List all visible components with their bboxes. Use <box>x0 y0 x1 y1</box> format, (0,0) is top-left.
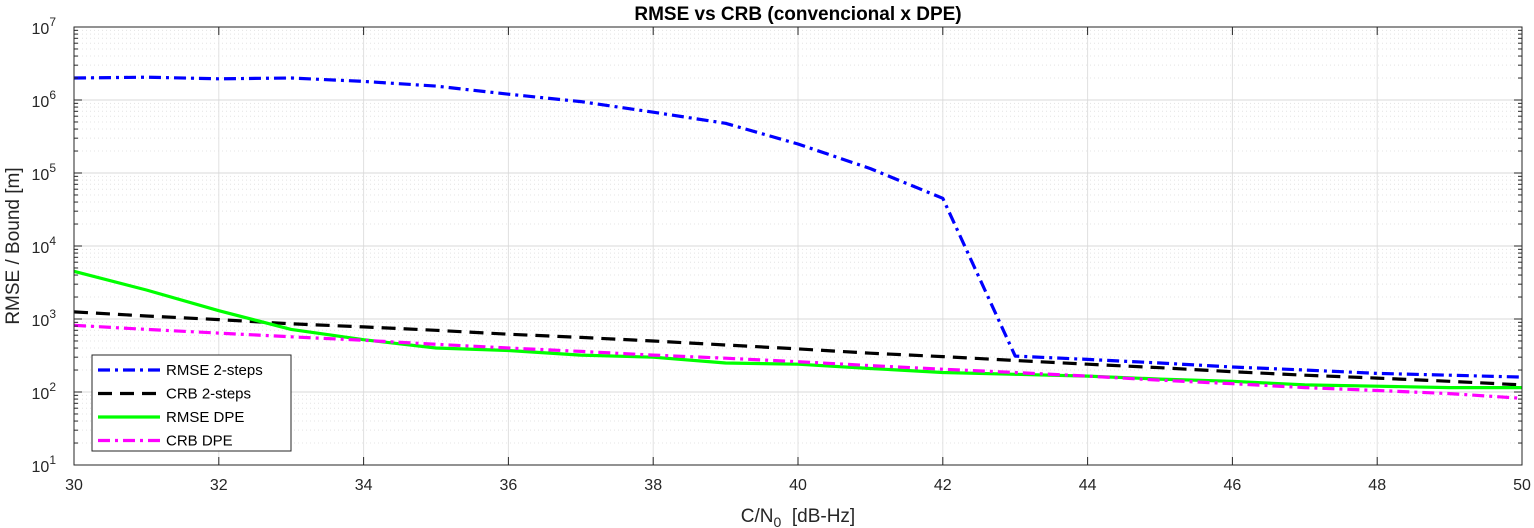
y-tick-label: 103 <box>32 307 57 330</box>
x-tick-label: 30 <box>65 477 83 494</box>
x-tick-label: 36 <box>500 477 518 494</box>
x-axis-label-unit: [dB-Hz] <box>781 506 855 527</box>
series-line-rmse-2-steps <box>73 75 1523 379</box>
legend: RMSE 2-steps CRB 2-steps RMSE DPE CRB DPE <box>91 354 292 452</box>
ticks <box>73 26 1523 466</box>
chart-title: RMSE vs CRB (convencional x DPE) <box>634 4 961 25</box>
legend-label: CRB 2-steps <box>166 386 251 403</box>
y-axis-label: RMSE / Bound [m] <box>3 167 24 324</box>
x-axis-label-main: C/N <box>741 506 774 527</box>
x-tick-label: 48 <box>1368 477 1386 494</box>
x-tick-label: 50 <box>1513 477 1531 494</box>
series-line-crb-dpe <box>73 323 1523 400</box>
x-axis-label-subscript: 0 <box>774 514 782 528</box>
x-tick-label: 44 <box>1079 477 1097 494</box>
x-tick-label: 40 <box>789 477 807 494</box>
x-tick-label: 46 <box>1224 477 1242 494</box>
legend-label: RMSE 2-steps <box>166 362 263 379</box>
x-tick-label: 42 <box>934 477 952 494</box>
x-tick-label: 38 <box>644 477 662 494</box>
series-layer <box>73 75 1523 400</box>
x-tick-labels: 30 32 34 36 38 40 42 44 46 48 50 <box>65 477 1531 494</box>
series-line-rmse-dpe <box>73 269 1522 390</box>
y-tick-label: 106 <box>32 88 57 111</box>
y-tick-label: 105 <box>32 161 57 184</box>
y-tick-label: 101 <box>32 453 57 476</box>
legend-label: RMSE DPE <box>166 409 244 426</box>
legend-label: CRB DPE <box>166 433 233 450</box>
y-tick-label: 102 <box>32 380 57 403</box>
x-tick-label: 34 <box>355 477 373 494</box>
y-tick-label: 107 <box>32 15 57 38</box>
y-tick-labels: 101 102 103 104 105 106 107 <box>32 15 57 476</box>
x-tick-label: 32 <box>210 477 228 494</box>
y-tick-label: 104 <box>32 234 57 257</box>
x-axis-label: C/N0 [dB-Hz] <box>741 506 855 528</box>
